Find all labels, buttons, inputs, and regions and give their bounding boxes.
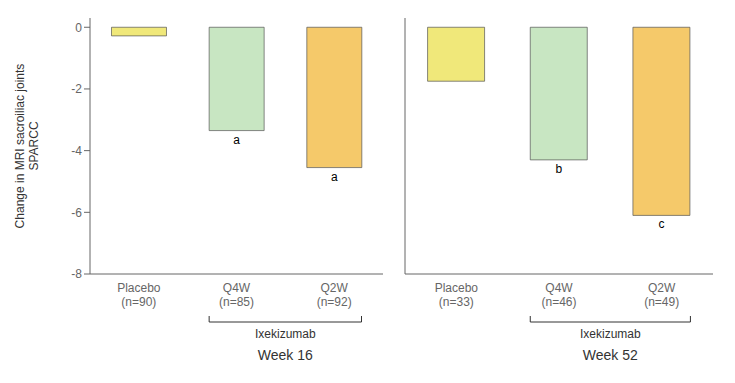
svg-text:0: 0 — [75, 21, 82, 35]
svg-text:-2: -2 — [71, 82, 82, 96]
svg-text:Q2W(n=92): Q2W(n=92) — [317, 281, 352, 309]
svg-text:c: c — [658, 217, 664, 231]
svg-text:a: a — [233, 133, 240, 147]
svg-text:Q2W(n=49): Q2W(n=49) — [644, 281, 679, 309]
svg-text:Placebo(n=90): Placebo(n=90) — [117, 281, 161, 309]
svg-text:-6: -6 — [71, 206, 82, 220]
svg-text:b: b — [555, 162, 562, 176]
svg-text:Placebo(n=33): Placebo(n=33) — [435, 281, 479, 309]
svg-text:Week 52: Week 52 — [583, 347, 638, 363]
svg-text:-8: -8 — [71, 267, 82, 281]
svg-text:Ixekizumab: Ixekizumab — [580, 327, 641, 341]
svg-text:Q4W(n=85): Q4W(n=85) — [219, 281, 254, 309]
svg-text:a: a — [331, 170, 338, 184]
svg-text:-4: -4 — [71, 144, 82, 158]
svg-text:Q4W(n=46): Q4W(n=46) — [541, 281, 576, 309]
svg-text:Week 16: Week 16 — [258, 347, 313, 363]
svg-text:Ixekizumab: Ixekizumab — [255, 327, 316, 341]
svg-text:Change in MRI sacroiliac joint: Change in MRI sacroiliac jointsSPARCC — [13, 64, 41, 229]
